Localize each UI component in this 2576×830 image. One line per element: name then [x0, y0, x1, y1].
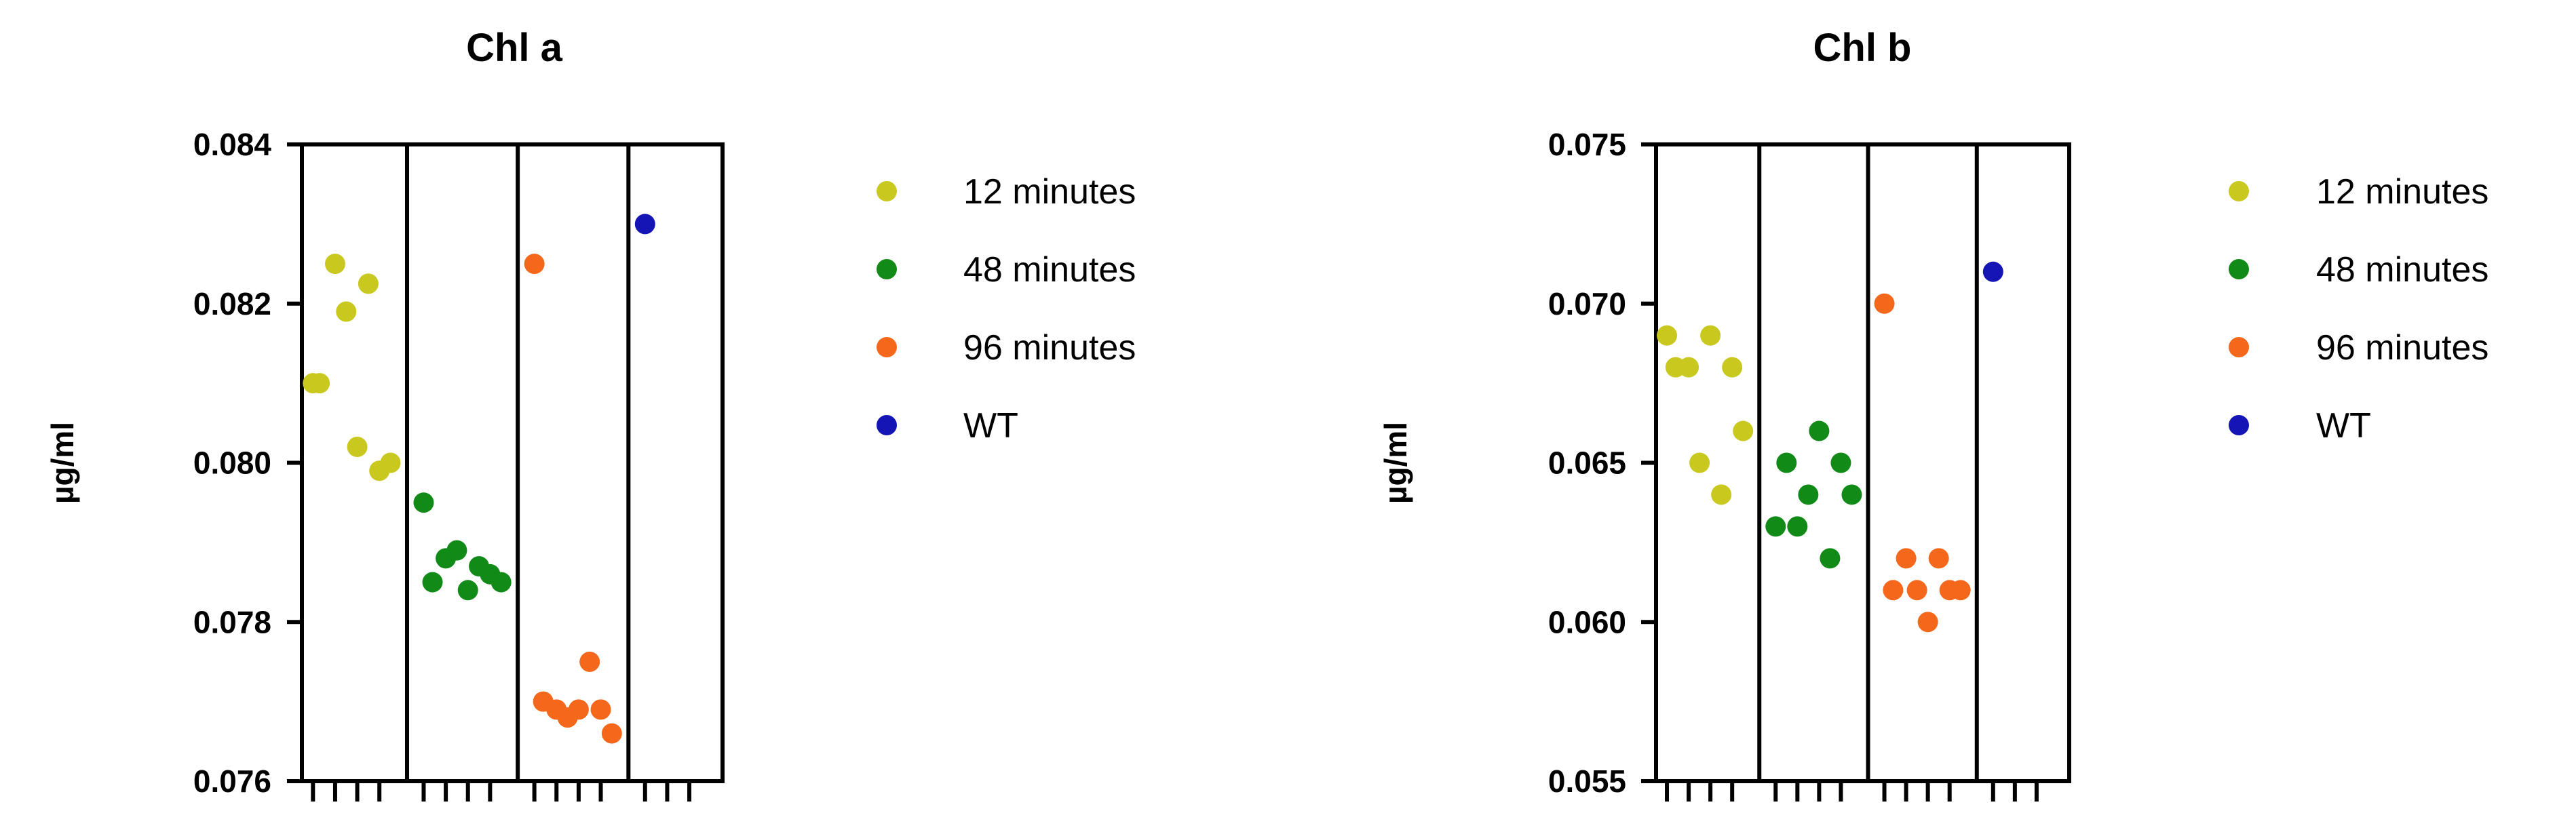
- y-tick-label: 0.082: [193, 286, 271, 321]
- legend-label: 12 minutes: [963, 172, 1136, 212]
- data-point-96-minutes: [1906, 580, 1927, 601]
- data-point-12-minutes: [1689, 452, 1710, 473]
- data-point-96-minutes: [1896, 548, 1917, 569]
- legend-label: 48 minutes: [963, 250, 1136, 290]
- legend-label: 12 minutes: [2316, 172, 2488, 212]
- data-point-96-minutes: [1883, 580, 1904, 601]
- data-point-48-minutes: [457, 580, 478, 601]
- data-point-wt: [1982, 261, 2003, 282]
- data-point-48-minutes: [1841, 484, 1862, 505]
- y-axis-label: µg/ml: [1378, 422, 1413, 504]
- data-point-48-minutes: [491, 572, 512, 593]
- y-tick-label: 0.076: [193, 764, 271, 799]
- data-point-48-minutes: [1798, 484, 1819, 505]
- data-point-12-minutes: [1657, 325, 1678, 346]
- data-point-12-minutes: [380, 452, 401, 473]
- data-point-96-minutes: [1928, 548, 1949, 569]
- chart-title: Chl a: [466, 26, 563, 70]
- data-point-12-minutes: [1678, 357, 1699, 378]
- data-point-12-minutes: [324, 254, 345, 275]
- data-point-48-minutes: [1830, 452, 1851, 473]
- legend-marker: [2229, 337, 2249, 357]
- data-point-48-minutes: [1809, 420, 1830, 441]
- legend-label: 48 minutes: [2316, 250, 2488, 290]
- data-point-96-minutes: [601, 723, 622, 744]
- y-tick-label: 0.060: [1548, 604, 1626, 639]
- legend-marker: [877, 259, 897, 279]
- y-tick-label: 0.070: [1548, 286, 1626, 321]
- y-tick-label: 0.075: [1548, 127, 1626, 162]
- data-point-96-minutes: [1874, 293, 1895, 314]
- legend-marker: [2229, 259, 2249, 279]
- data-point-48-minutes: [1765, 516, 1786, 537]
- data-point-12-minutes: [1711, 484, 1732, 505]
- data-point-96-minutes: [524, 254, 545, 275]
- legend-marker: [877, 181, 897, 201]
- legend-label: WT: [963, 406, 1018, 446]
- legend-label: WT: [2316, 406, 2371, 446]
- data-point-12-minutes: [336, 301, 357, 322]
- chart-panel-1: Chl a µg/ml 0.076 0.078 0.080 0.082 0.084 12 mi…: [45, 26, 1136, 802]
- data-point-48-minutes: [1776, 452, 1797, 473]
- data-point-96-minutes: [568, 699, 589, 720]
- y-axis-label: µg/ml: [45, 422, 80, 504]
- data-point-12-minutes: [1733, 420, 1754, 441]
- y-tick-label: 0.084: [193, 127, 272, 162]
- data-point-48-minutes: [1787, 516, 1808, 537]
- data-point-96-minutes: [579, 651, 600, 672]
- legend-marker: [2229, 181, 2249, 201]
- data-point-48-minutes: [422, 572, 443, 593]
- y-tick-label: 0.078: [193, 604, 271, 639]
- y-tick-label: 0.080: [193, 446, 271, 481]
- data-point-wt: [634, 214, 655, 235]
- plot-frame: [1654, 142, 2071, 783]
- legend-label: 96 minutes: [963, 328, 1136, 368]
- plot-frame: [300, 142, 725, 783]
- data-point-12-minutes: [1722, 357, 1743, 378]
- legend-marker: [877, 415, 897, 435]
- data-point-12-minutes: [309, 373, 330, 394]
- data-point-48-minutes: [413, 492, 434, 513]
- data-point-96-minutes: [1917, 612, 1938, 633]
- data-point-96-minutes: [590, 699, 611, 720]
- data-point-12-minutes: [1700, 325, 1721, 346]
- y-tick-label: 0.065: [1548, 446, 1626, 481]
- data-point-96-minutes: [1950, 580, 1971, 601]
- data-point-48-minutes: [446, 540, 467, 561]
- data-point-12-minutes: [358, 273, 379, 294]
- data-point-48-minutes: [1820, 548, 1841, 569]
- chart-title: Chl b: [1813, 26, 1912, 70]
- chart-panel-2: Chl b µg/ml 0.055 0.060 0.065 0.070 0.075 12 mi…: [1378, 26, 2488, 802]
- legend-marker: [877, 337, 897, 357]
- y-tick-label: 0.055: [1548, 764, 1626, 799]
- legend-marker: [2229, 415, 2249, 435]
- legend-label: 96 minutes: [2316, 328, 2488, 368]
- data-point-12-minutes: [347, 437, 368, 458]
